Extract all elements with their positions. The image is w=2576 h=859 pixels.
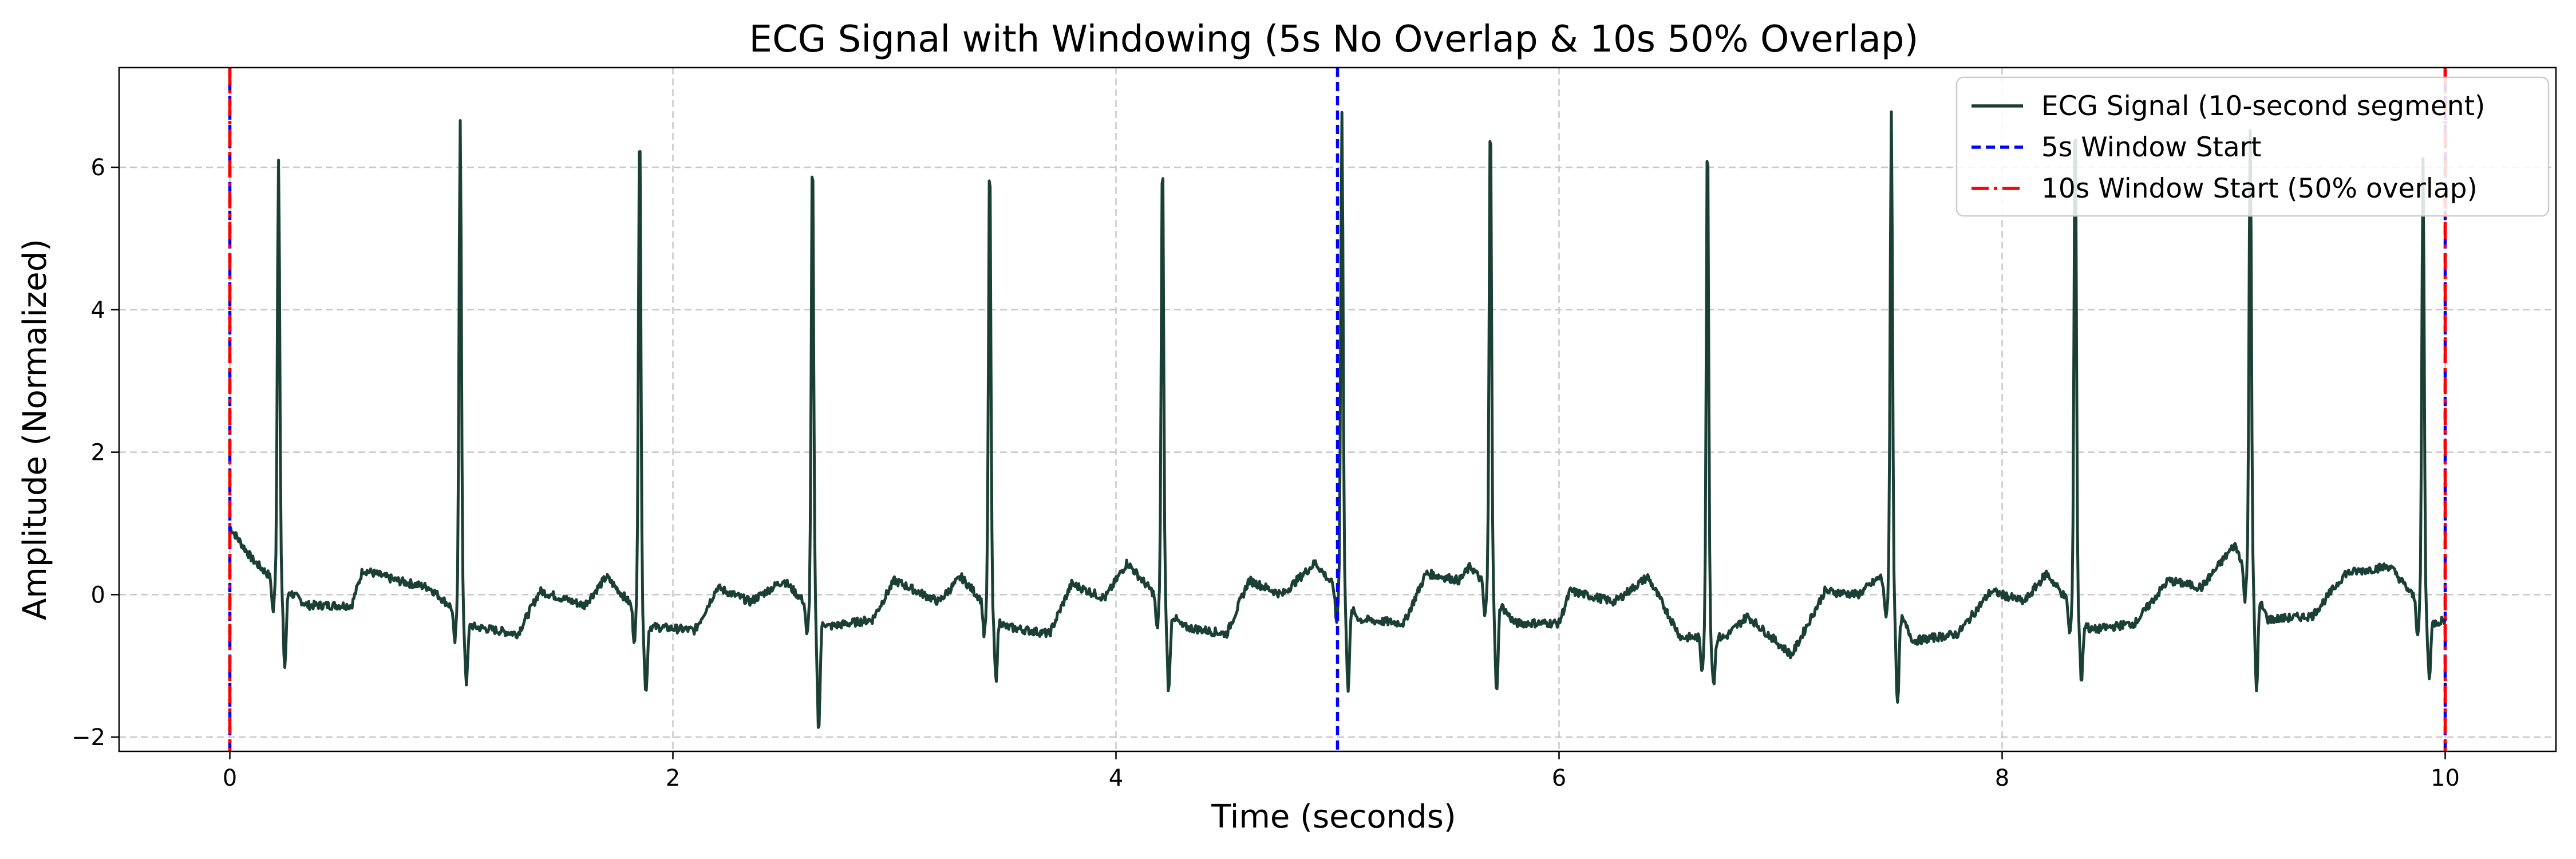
legend-label-1: 5s Window Start — [2041, 132, 2261, 163]
x-tick-label-2: 4 — [1109, 765, 1123, 791]
axes-frame — [118, 66, 2557, 752]
legend-box — [1955, 76, 2550, 217]
x-tick-label-1: 2 — [666, 765, 680, 791]
y-tick-label-4: 6 — [91, 155, 105, 181]
x-tick-label-0: 0 — [223, 765, 237, 791]
axes: 0 2 4 6 8 10 −2 0 2 4 6 — [72, 66, 2557, 791]
y-tick-label-2: 2 — [91, 440, 105, 466]
y-tick-label-0: −2 — [72, 724, 105, 751]
x-tick-label-5: 10 — [2431, 765, 2460, 791]
x-tick-label-3: 6 — [1552, 765, 1566, 791]
x-axis-label: Time (seconds) — [1211, 798, 1456, 836]
y-axis-label: Amplitude (Normalized) — [17, 239, 54, 620]
y-tick-label-1: 0 — [91, 582, 105, 608]
x-tick-label-4: 8 — [1995, 765, 2009, 791]
legend: ECG Signal (10-second segment) 5s Window … — [1955, 76, 2550, 217]
y-tick-label-3: 4 — [91, 297, 105, 324]
legend-label-2: 10s Window Start (50% overlap) — [2041, 173, 2478, 204]
chart-title: ECG Signal with Windowing (5s No Overlap… — [749, 18, 1919, 61]
legend-label-0: ECG Signal (10-second segment) — [2041, 90, 2485, 122]
